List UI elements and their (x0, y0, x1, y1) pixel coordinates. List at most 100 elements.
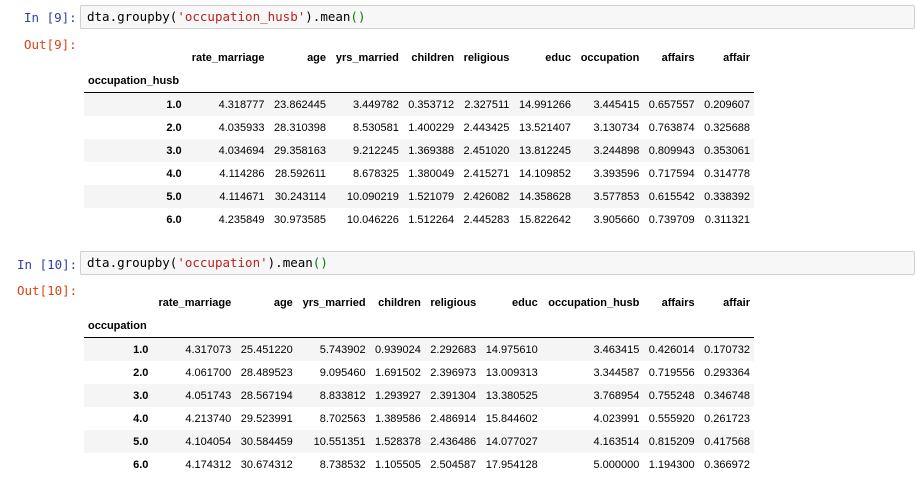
table-cell: 29.358163 (274, 144, 327, 157)
index-row-blank (541, 314, 644, 338)
row-index: 5.0 (166, 190, 182, 203)
row-index: 3.0 (133, 389, 149, 402)
column-header: affairs (661, 296, 695, 309)
table-cell: 3.768954 (593, 389, 640, 402)
index-row-blank (296, 314, 370, 338)
table-cell: 0.346748 (704, 389, 750, 402)
index-row-blank (152, 314, 236, 338)
table-cell: 30.584459 (240, 435, 293, 448)
column-header: educ (512, 296, 538, 309)
table-cell: 0.555920 (648, 412, 695, 425)
table-cell: 8.702563 (319, 412, 366, 425)
table-cell: 0.314778 (704, 167, 750, 180)
table-cell: 3.445415 (593, 98, 640, 111)
out-prompt-9: Out[9]: (24, 37, 77, 52)
table-cell: 1.194300 (648, 458, 695, 471)
table-cell: 0.353061 (704, 144, 750, 157)
table-cell: 14.975610 (485, 343, 538, 356)
code-suffix: ). (305, 9, 321, 24)
table-cell: 3.244898 (593, 144, 640, 157)
table-cell: 1.380049 (408, 167, 455, 180)
row-index: 6.0 (133, 458, 149, 471)
table-cell: 3.463415 (593, 343, 640, 356)
table-cell: 14.077027 (485, 435, 538, 448)
table-cell: 0.657557 (648, 98, 695, 111)
dataframe-output-9: rate_marriage age yrs_married children relig… (84, 46, 754, 231)
column-header: religious (463, 51, 510, 64)
table-cell: 13.009313 (485, 366, 538, 379)
table-cell: 4.114671 (219, 190, 265, 203)
table-cell: 4.035933 (218, 121, 265, 134)
table-cell: 30.973585 (274, 213, 327, 226)
table-cell: 2.451020 (463, 144, 510, 157)
out-prompt-10: Out[10]: (17, 283, 78, 298)
row-index: 2.0 (133, 366, 149, 379)
table-cell: 3.393596 (593, 167, 640, 180)
row-index: 4.0 (166, 167, 182, 180)
table-cell: 10.551351 (313, 435, 366, 448)
index-name-row: occupation (84, 314, 754, 338)
table-cell: 1.512264 (408, 213, 455, 226)
index-row-blank (369, 314, 425, 338)
table-cell: 0.809943 (648, 144, 695, 157)
code-input-9[interactable]: dta.groupby('occupation_husb').mean() (80, 5, 915, 29)
index-name-row: occupation_husb (84, 69, 754, 93)
table-cell: 0.719556 (648, 366, 695, 379)
in-prompt-9: In [9]: (24, 10, 77, 25)
column-header: affair (723, 296, 750, 309)
table-cell: 17.954128 (485, 458, 538, 471)
table-cell: 3.130734 (593, 121, 640, 134)
table-cell: 0.366972 (704, 458, 750, 471)
table-cell: 2.292683 (430, 343, 477, 356)
index-row-blank (698, 69, 754, 93)
table-cell: 1.691502 (375, 366, 421, 379)
table-cell: 8.833812 (319, 389, 366, 402)
table-cell: 5.743902 (319, 343, 366, 356)
index-row-blank (643, 69, 699, 93)
code-string: 'occupation' (177, 255, 268, 270)
table-cell: 0.338392 (704, 190, 750, 203)
table-cell: 3.344587 (593, 366, 640, 379)
code-string: 'occupation_husb' (177, 9, 306, 24)
column-header: affair (723, 51, 750, 64)
table-cell: 1.369388 (408, 144, 455, 157)
index-row-blank (458, 69, 514, 93)
index-row-blank (235, 314, 297, 338)
row-index: 1.0 (166, 98, 182, 111)
table-cell: 4.114286 (219, 167, 265, 180)
table-cell: 8.678325 (352, 167, 399, 180)
table-cell: 14.991266 (518, 98, 571, 111)
table-cell: 0.426014 (648, 343, 695, 356)
column-header: affairs (661, 51, 695, 64)
table-row: 5.0 4.114671 30.243114 10.090219 1.521079 2.4… (84, 185, 754, 208)
column-header: educ (545, 51, 571, 64)
table-cell: 0.353712 (408, 98, 455, 111)
table-cell: 2.504587 (430, 458, 477, 471)
table-cell: 3.577853 (593, 190, 640, 203)
table-cell: 4.023991 (593, 412, 640, 425)
table-cell: 2.327511 (464, 98, 510, 111)
table-row: 2.0 4.035933 28.310398 8.530581 1.400229 2.44… (84, 116, 754, 139)
table-cell: 5.000000 (593, 458, 640, 471)
table-cell: 4.034694 (218, 144, 265, 157)
index-row-blank (402, 69, 459, 93)
table-cell: 10.090219 (346, 190, 399, 203)
table-row: 3.0 4.034694 29.358163 9.212245 1.369388 2.45… (84, 139, 754, 162)
code-input-10[interactable]: dta.groupby('occupation').mean() (80, 251, 915, 275)
index-row-blank (185, 69, 269, 93)
column-header: rate_marriage (191, 51, 265, 64)
table-cell: 4.317073 (185, 343, 232, 356)
table-cell: 2.443425 (463, 121, 510, 134)
index-name: occupation (84, 314, 153, 338)
table-cell: 14.358628 (518, 190, 571, 203)
column-header: yrs_married (302, 296, 366, 309)
table-cell: 4.163514 (593, 435, 640, 448)
table-cell: 28.567194 (240, 389, 293, 402)
row-index: 4.0 (133, 412, 149, 425)
code-method: mean (320, 9, 351, 24)
table-cell: 28.489523 (240, 366, 293, 379)
table-cell: 9.212245 (352, 144, 399, 157)
code-method: mean (282, 255, 313, 270)
table-cell: 10.046226 (346, 213, 399, 226)
table-cell: 0.815209 (648, 435, 695, 448)
